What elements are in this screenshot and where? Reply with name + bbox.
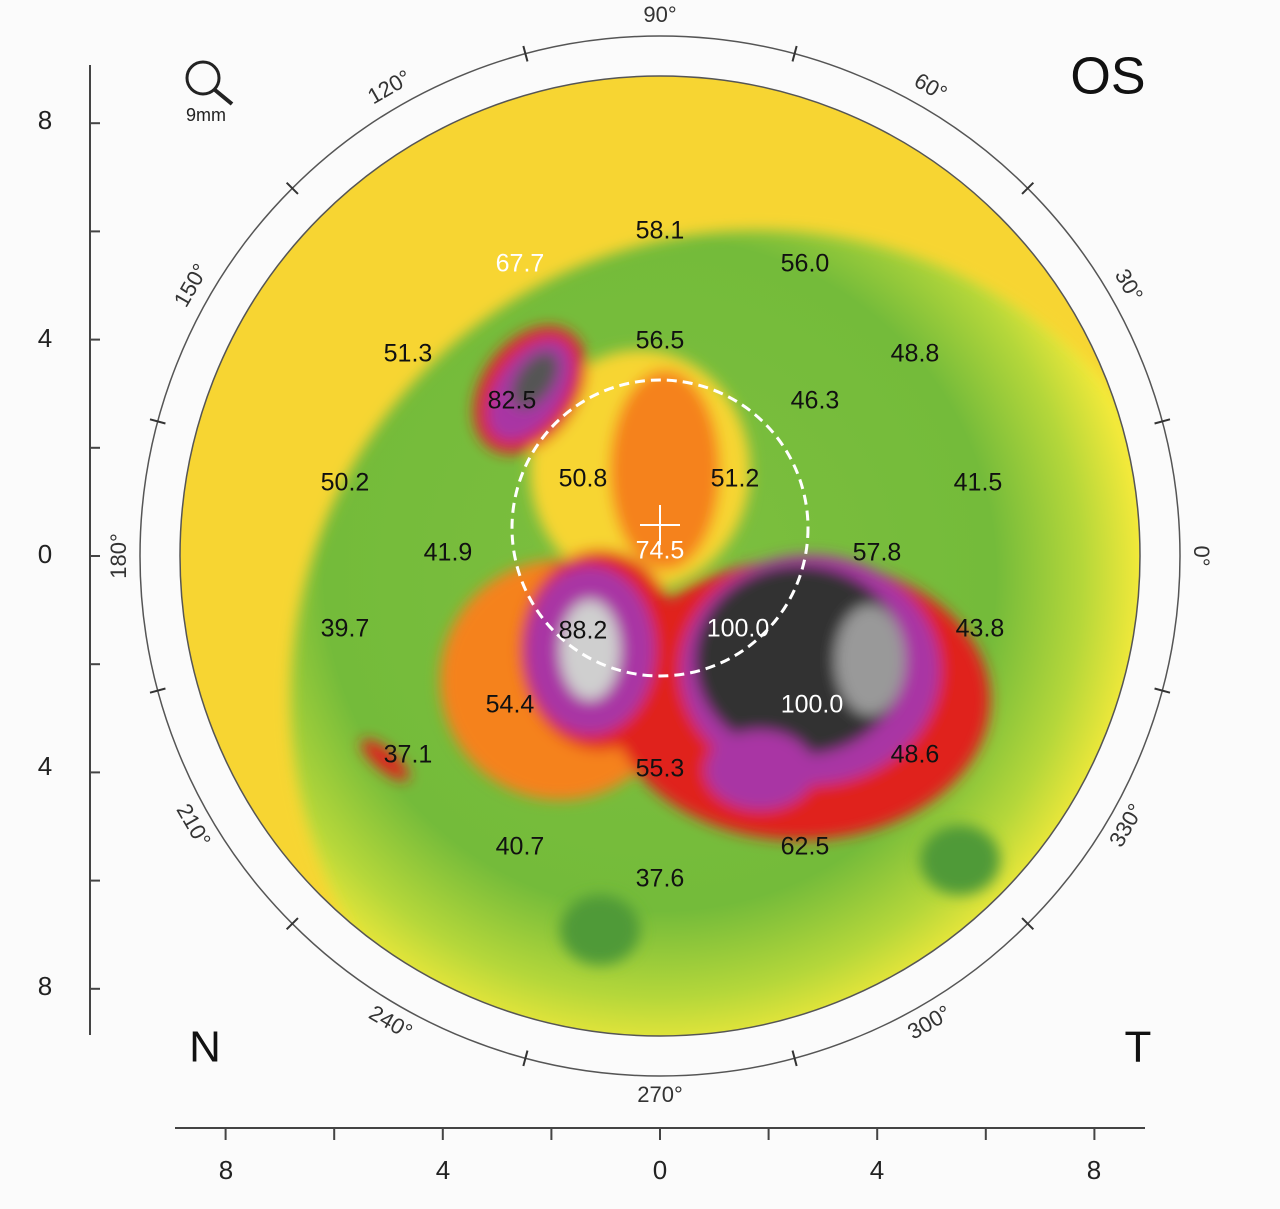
ring-tick (149, 418, 166, 425)
ring-tick (1154, 418, 1171, 425)
thickness-reading: 50.2 (321, 469, 370, 497)
thickness-reading: 41.9 (424, 539, 473, 567)
thickness-reading: 62.5 (781, 833, 830, 861)
thickness-reading: 56.5 (636, 327, 685, 355)
ring-tick (791, 1050, 798, 1067)
angle-label: 300° (903, 1000, 955, 1044)
angle-label: 30° (1110, 264, 1148, 305)
map-region (511, 351, 559, 409)
pupil-zone (510, 378, 810, 678)
x-tick-label: 8 (1087, 1155, 1101, 1185)
x-tick-label: 0 (653, 1155, 667, 1185)
temporal-label: T (1125, 1023, 1152, 1072)
angle-label: 150° (169, 259, 213, 311)
angle-label: 270° (637, 1082, 683, 1107)
thickness-reading: 41.5 (954, 469, 1003, 497)
ring-tick (522, 45, 529, 62)
thickness-reading: 51.2 (711, 465, 760, 493)
thickness-reading: 37.1 (384, 741, 433, 769)
y-tick-label: 4 (38, 323, 52, 353)
thickness-reading: 100.0 (781, 691, 844, 719)
map-region (560, 895, 640, 965)
angle-label: 240° (365, 1000, 417, 1044)
thickness-reading: 67.7 (496, 250, 545, 278)
angle-label: 180° (106, 533, 131, 579)
angle-label: 0° (1189, 545, 1214, 566)
y-tick-label: 8 (38, 971, 52, 1001)
map-region (920, 825, 1000, 895)
map-region (361, 739, 409, 781)
thickness-reading: 43.8 (956, 615, 1005, 643)
thickness-reading: 55.3 (636, 755, 685, 783)
scale-label: 9mm (186, 105, 226, 125)
nasal-label: N (189, 1023, 221, 1072)
thickness-reading: 54.4 (486, 691, 535, 719)
thickness-reading: 40.7 (496, 833, 545, 861)
ring-tick (791, 45, 798, 62)
eye-label: OS (1070, 48, 1145, 106)
map-region (705, 730, 815, 810)
ring-tick (1154, 687, 1171, 694)
angle-ring (139, 35, 1181, 1077)
zoom-icon (185, 60, 234, 106)
x-tick-label: 8 (219, 1155, 233, 1185)
y-tick-label: 4 (38, 751, 52, 781)
thickness-reading: 56.0 (781, 250, 830, 278)
thickness-reading: 57.8 (853, 539, 902, 567)
thickness-reading: 39.7 (321, 615, 370, 643)
angle-label: 60° (910, 68, 951, 106)
thickness-reading: 48.6 (891, 741, 940, 769)
angle-label: 90° (643, 2, 676, 27)
thickness-reading: 82.5 (488, 387, 537, 415)
ring-tick (285, 917, 299, 931)
thickness-reading: 58.1 (636, 217, 685, 245)
map-border (179, 75, 1141, 1037)
ring-tick (1021, 181, 1035, 195)
angle-label: 210° (172, 799, 216, 851)
ring-tick (149, 687, 166, 694)
ring-tick (522, 1050, 529, 1067)
thickness-reading: 48.8 (891, 340, 940, 368)
ring-tick (1021, 917, 1035, 931)
angle-label: 120° (363, 65, 415, 109)
thickness-reading: 74.5 (636, 537, 685, 565)
map-region (835, 605, 905, 715)
map-region (610, 370, 720, 570)
x-tick-label: 4 (870, 1155, 884, 1185)
y-tick-label: 8 (38, 105, 52, 135)
thickness-reading: 88.2 (559, 617, 608, 645)
thickness-reading: 37.6 (636, 865, 685, 893)
angle-label: 330° (1104, 799, 1148, 851)
ring-tick (285, 181, 299, 195)
thickness-reading: 50.8 (559, 465, 608, 493)
thickness-reading: 51.3 (384, 340, 433, 368)
x-tick-label: 4 (436, 1155, 450, 1185)
thickness-reading: 100.0 (707, 615, 770, 643)
map-region (560, 600, 620, 700)
y-tick-label: 0 (38, 539, 52, 569)
thickness-reading: 46.3 (791, 387, 840, 415)
